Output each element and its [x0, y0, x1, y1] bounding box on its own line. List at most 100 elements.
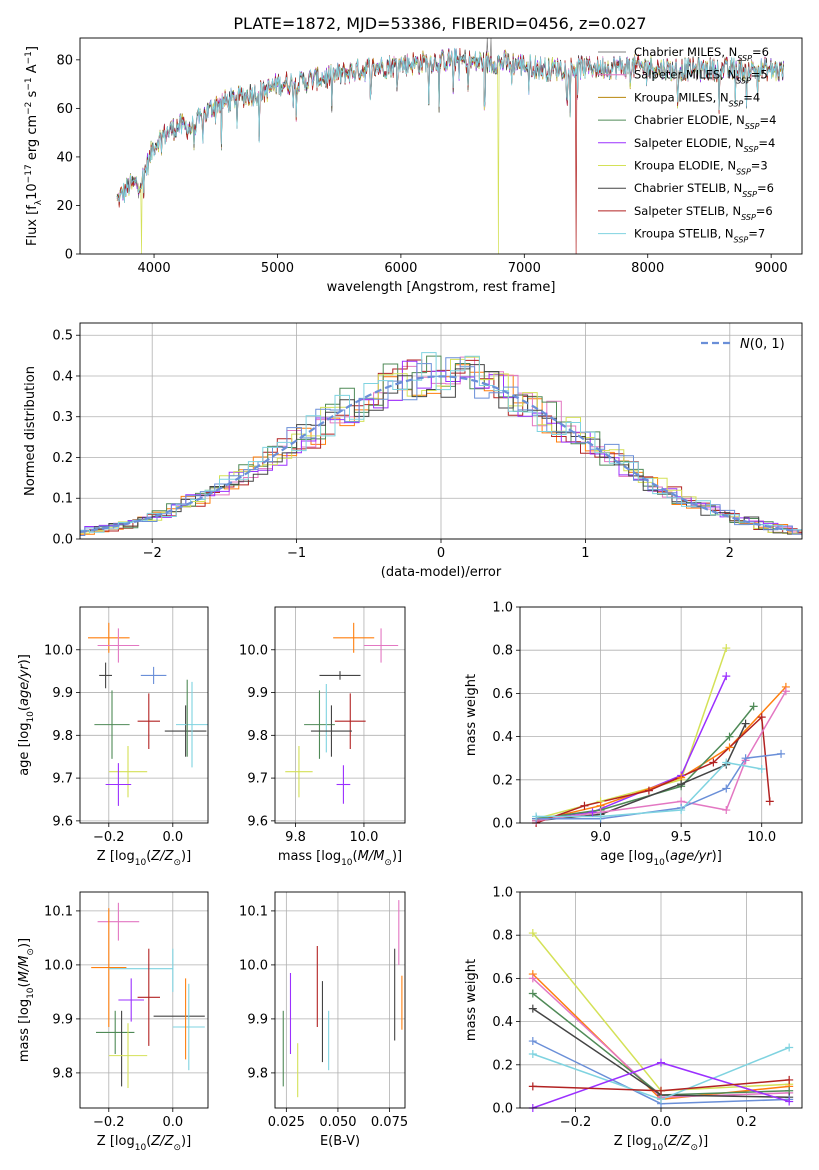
spectrum-line — [116, 47, 784, 203]
y-tick-label: 0 — [65, 248, 73, 263]
y-tick-label: 0.1 — [52, 492, 73, 507]
weight-point-marker — [528, 989, 537, 998]
axes-frame — [274, 606, 406, 824]
weight-point-marker — [722, 806, 731, 815]
y-tick-label: 1.0 — [492, 601, 513, 616]
weight-point-marker — [528, 1050, 537, 1058]
weight-point-marker — [709, 758, 718, 767]
plot-area — [80, 352, 802, 537]
y-axis-label: Normed distribution — [23, 366, 38, 496]
weight-point-marker — [677, 806, 686, 815]
y-tick-label: 10.0 — [239, 958, 268, 973]
figure-title: PLATE=1872, MJD=53386, FIBERID=0456, z=0… — [233, 14, 646, 33]
x-tick-label: 9.5 — [671, 830, 692, 845]
weight-point-marker — [528, 929, 537, 938]
mass-vs-metallicity-panel: −0.2 0.0 9.8 9.9 10.0 10.1 Z [log10(Z/Z⊙)] mass… — [17, 891, 209, 1153]
weight-point-marker — [722, 758, 731, 767]
normal-curve — [80, 375, 800, 533]
x-axis-label: Z [log10(Z/Z⊙)] — [97, 1134, 191, 1153]
weight-point-marker — [657, 1058, 665, 1067]
weight-series-line — [536, 675, 727, 820]
y-tick-label: 9.6 — [52, 814, 73, 829]
axes-frame — [79, 322, 803, 540]
weight-series-line — [535, 647, 728, 820]
axes-frame — [79, 37, 803, 255]
y-axis-label: mass weight — [464, 674, 479, 756]
x-tick-label: 0.0 — [651, 1115, 672, 1130]
y-tick-label: 0.4 — [492, 730, 513, 745]
weight-point-marker — [528, 1004, 537, 1013]
y-tick-label: 20 — [56, 199, 73, 214]
plot-area — [116, 38, 784, 254]
y-tick-label: 9.7 — [52, 772, 73, 787]
x-tick-label: 5000 — [261, 261, 294, 276]
x-tick-label: 0.050 — [319, 1115, 356, 1130]
x-tick-label: 8000 — [631, 261, 664, 276]
histogram-step — [80, 357, 802, 536]
weight-series-line — [536, 753, 782, 820]
x-tick-label: 1 — [581, 546, 589, 561]
y-tick-label: 9.9 — [247, 686, 268, 701]
x-tick-label: −0.2 — [93, 830, 125, 845]
x-tick-label: 9000 — [755, 261, 788, 276]
weight-point-marker — [657, 1086, 665, 1095]
mass-vs-ebv-panel: 0.025 0.050 0.075 9.8 9.9 10.0 10.1 E(B-V) — [239, 891, 408, 1149]
y-tick-label: 40 — [56, 150, 73, 165]
weight-point-marker — [596, 812, 605, 821]
y-tick-label: 0.2 — [492, 1058, 513, 1073]
legend-entry: Chabrier ELODIE, NSSP=4 — [634, 113, 776, 131]
weight-point-marker — [741, 719, 750, 728]
legend-entry: N(0, 1) — [740, 337, 785, 352]
x-tick-label: 9.8 — [285, 830, 306, 845]
y-axis-label: Flux [fλ10−17 erg cm−2 s−1 A−1] — [24, 46, 44, 246]
weight-point-marker — [757, 765, 766, 773]
weight-vs-age-panel: 9.0 9.5 10.0 0.0 0.2 0.4 0.6 0.8 1.0 age [log10(a… — [464, 601, 803, 868]
y-tick-label: 0.2 — [492, 773, 513, 788]
legend-entry: Kroupa ELODIE, NSSP=3 — [634, 159, 768, 177]
y-tick-label: 80 — [56, 53, 73, 68]
legend-entry: Salpeter MILES, NSSP=5 — [634, 68, 768, 86]
y-tick-label: 0.0 — [492, 1102, 513, 1117]
weight-point-marker — [741, 754, 750, 763]
x-tick-label: 0.025 — [268, 1115, 305, 1130]
y-axis-label: mass weight — [464, 959, 479, 1041]
plot-area — [535, 647, 787, 823]
weight-series-line — [535, 686, 787, 822]
y-tick-label: 0.2 — [52, 451, 73, 466]
x-tick-label: 7000 — [508, 261, 541, 276]
residuals-panel: −2 −1 0 1 2 0.0 0.1 0.2 0.3 0.4 0.5 (data-model)/er… — [23, 322, 803, 580]
y-tick-label: 0.0 — [492, 817, 513, 832]
age-vs-mass-panel: 9.8 10.0 9.6 9.7 9.8 9.9 10.0 mass [log10(M/M⊙)… — [239, 606, 406, 868]
x-axis-label: Z [log10(Z/Z⊙)] — [614, 1134, 708, 1153]
axes-frame — [79, 606, 209, 824]
x-axis-label: Z [log10(Z/Z⊙)] — [97, 849, 191, 868]
weight-point-marker — [644, 786, 653, 795]
weight-point-marker — [757, 713, 766, 722]
y-tick-label: 0.6 — [492, 972, 513, 987]
x-axis-label: (data-model)/error — [381, 565, 502, 580]
y-tick-label: 10.0 — [239, 643, 268, 658]
x-tick-label: 0.2 — [736, 1115, 757, 1130]
x-tick-label: 10.0 — [349, 830, 378, 845]
weight-point-marker — [781, 687, 790, 696]
weight-point-marker — [725, 732, 734, 741]
legend-entry: Salpeter ELODIE, NSSP=4 — [634, 136, 775, 154]
y-tick-label: 9.8 — [52, 729, 73, 744]
weight-point-marker — [749, 702, 758, 711]
weight-series-line — [535, 705, 755, 820]
y-tick-label: 9.8 — [247, 1066, 268, 1081]
y-tick-label: 10.0 — [44, 643, 73, 658]
y-tick-label: 10.0 — [44, 958, 73, 973]
x-tick-label: 0.0 — [162, 830, 183, 845]
weight-point-marker — [528, 1037, 537, 1046]
y-tick-label: 10.1 — [44, 904, 73, 919]
weight-point-marker — [677, 780, 686, 789]
y-tick-label: 60 — [56, 102, 73, 117]
y-axis-label: age [log10(age/yr)] — [17, 654, 36, 776]
x-tick-label: 0.0 — [162, 1115, 183, 1130]
weight-point-marker — [785, 1075, 794, 1084]
legend-entry: Chabrier STELIB, NSSP=6 — [634, 181, 774, 199]
weight-point-marker — [722, 784, 731, 793]
weight-point-marker — [722, 644, 731, 653]
y-tick-label: 9.9 — [52, 686, 73, 701]
